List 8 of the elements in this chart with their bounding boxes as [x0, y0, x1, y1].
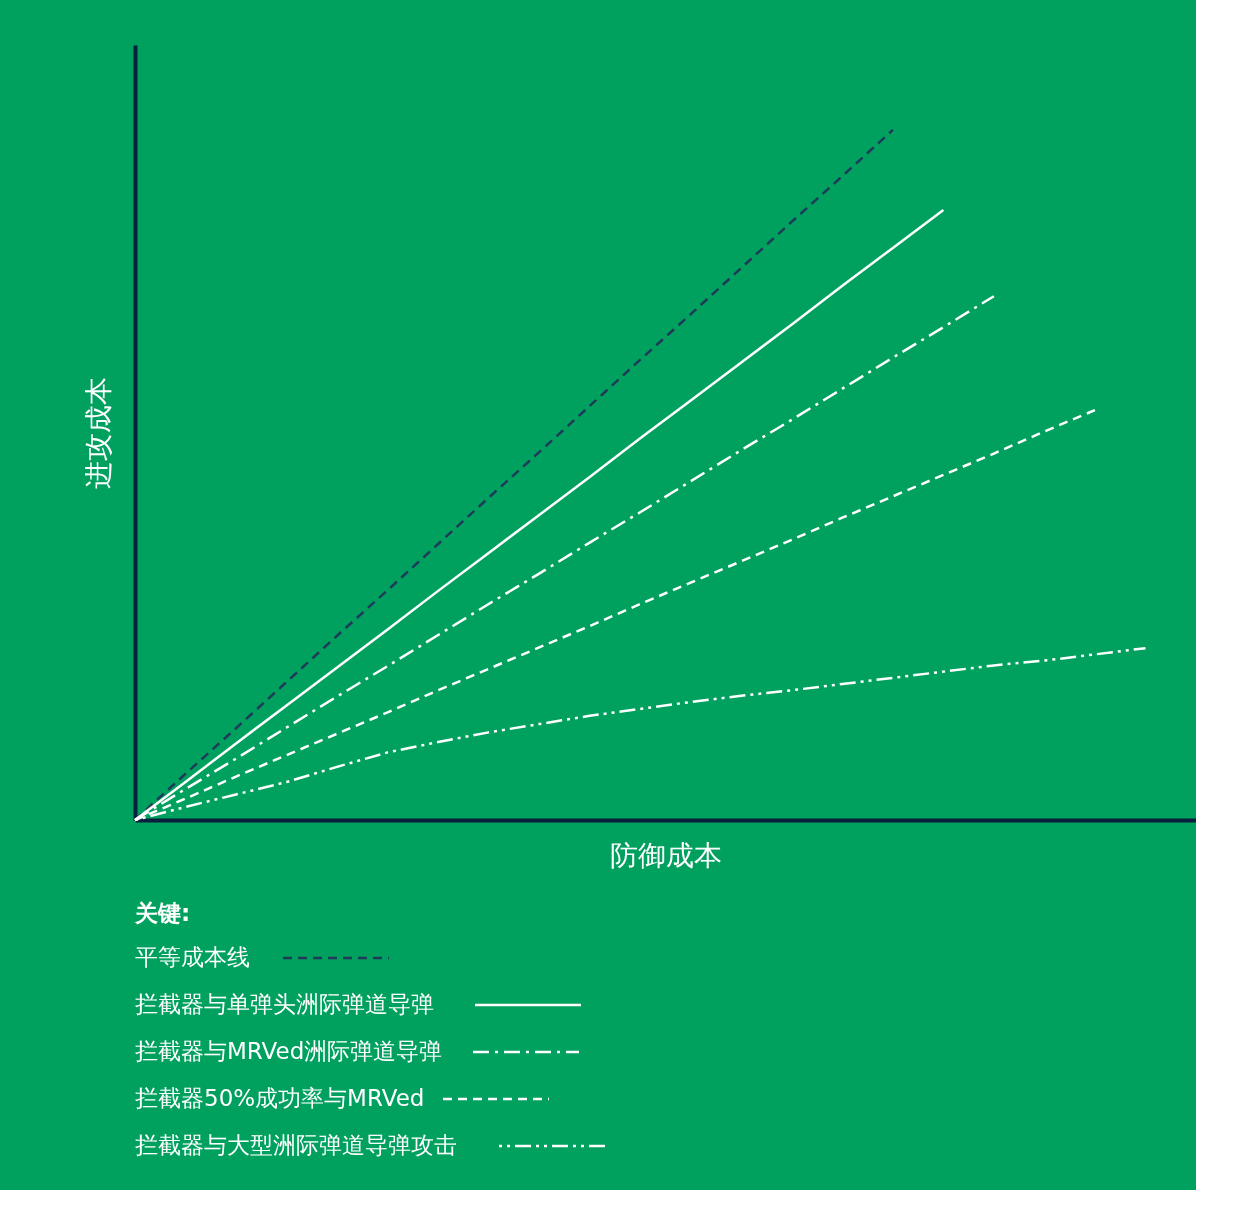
legend-label: 拦截器与单弹头洲际弹道导弹	[135, 991, 434, 1017]
legend-label: 拦截器50%成功率与MRVed	[135, 1085, 425, 1111]
x-axis-title: 防御成本	[610, 838, 722, 872]
legend-label: 平等成本线	[135, 944, 250, 970]
y-axis-title: 进攻成本	[81, 377, 115, 489]
legend-label: 拦截器与大型洲际弹道导弹攻击	[135, 1132, 457, 1158]
legend-label: 拦截器与MRVed洲际弹道导弹	[135, 1038, 443, 1064]
legend-title: 关键:	[134, 900, 191, 926]
